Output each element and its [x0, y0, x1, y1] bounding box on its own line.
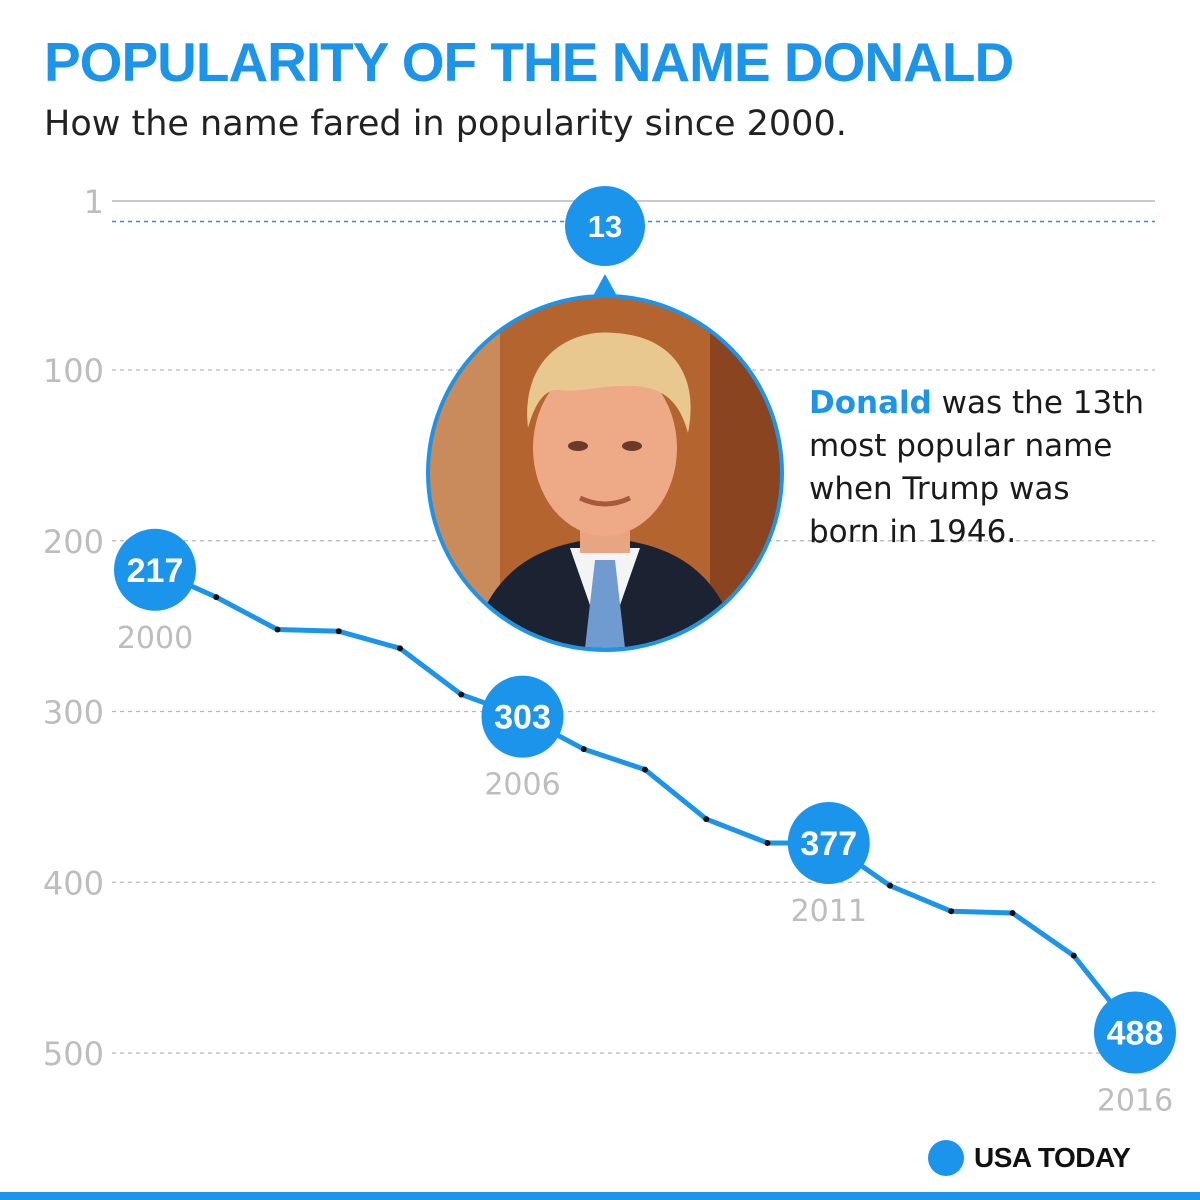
data-point-2007	[580, 746, 587, 753]
data-point-2014	[1009, 909, 1016, 916]
highlight-year-label: 2011	[791, 894, 867, 929]
photo-caption: Donald was the 13th most popular name wh…	[809, 382, 1144, 554]
data-point-2015	[1070, 952, 1077, 959]
y-tick-label: 100	[43, 352, 104, 390]
y-tick-label: 200	[43, 523, 104, 561]
y-tick-label: 1	[84, 183, 104, 221]
data-point-2005	[458, 691, 465, 698]
caption-name-highlight: Donald	[808, 385, 932, 421]
data-point-2012	[887, 882, 893, 889]
y-tick-label: 400	[43, 864, 104, 902]
highlight-value-label: 377	[800, 825, 857, 863]
data-point-2004	[397, 645, 403, 652]
caption-line-3: when Trump was	[808, 471, 1070, 507]
caption-line-1: was the 13th	[931, 385, 1144, 421]
usa-today-logo-text: USA TODAY	[974, 1142, 1131, 1173]
highlight-year-label: 2006	[484, 768, 560, 803]
highlight-bubble-2000	[114, 528, 196, 611]
caption-line-2: most popular name	[808, 428, 1113, 464]
highlight-value-label: 303	[494, 699, 551, 737]
reference-pointer	[593, 274, 617, 296]
data-point-2003	[335, 628, 342, 635]
chart-subtitle: How the name fared in popularity since 2…	[44, 104, 847, 144]
reference-bubble	[565, 186, 645, 266]
data-point-2008	[642, 766, 648, 773]
data-point-2001	[213, 594, 220, 601]
data-point-2010	[764, 839, 771, 846]
highlight-bubble-2016	[1094, 991, 1176, 1074]
highlight-value-label: 488	[1107, 1015, 1164, 1053]
y-tick-label: 500	[43, 1035, 104, 1073]
highlight-year-label: 2016	[1097, 1084, 1173, 1119]
usa-today-dot-icon	[928, 1140, 964, 1176]
caption-line-4: born in 1946.	[808, 514, 1017, 550]
y-tick-label: 300	[43, 694, 104, 732]
highlight-value-label: 217	[127, 552, 184, 590]
data-point-2009	[703, 816, 710, 823]
usa-today-logo: USA TODAY	[928, 1140, 1131, 1176]
portrait-photo	[426, 294, 784, 652]
data-point-2013	[948, 908, 955, 915]
highlight-year-label: 2000	[117, 621, 193, 656]
bottom-rule	[0, 1192, 1200, 1200]
reference-label: 13	[588, 209, 622, 244]
highlight-bubble-2011	[787, 801, 870, 884]
chart-title: POPULARITY OF THE NAME DONALD	[44, 31, 1014, 93]
highlight-bubble-2006	[481, 675, 564, 758]
data-point-2002	[274, 626, 281, 633]
